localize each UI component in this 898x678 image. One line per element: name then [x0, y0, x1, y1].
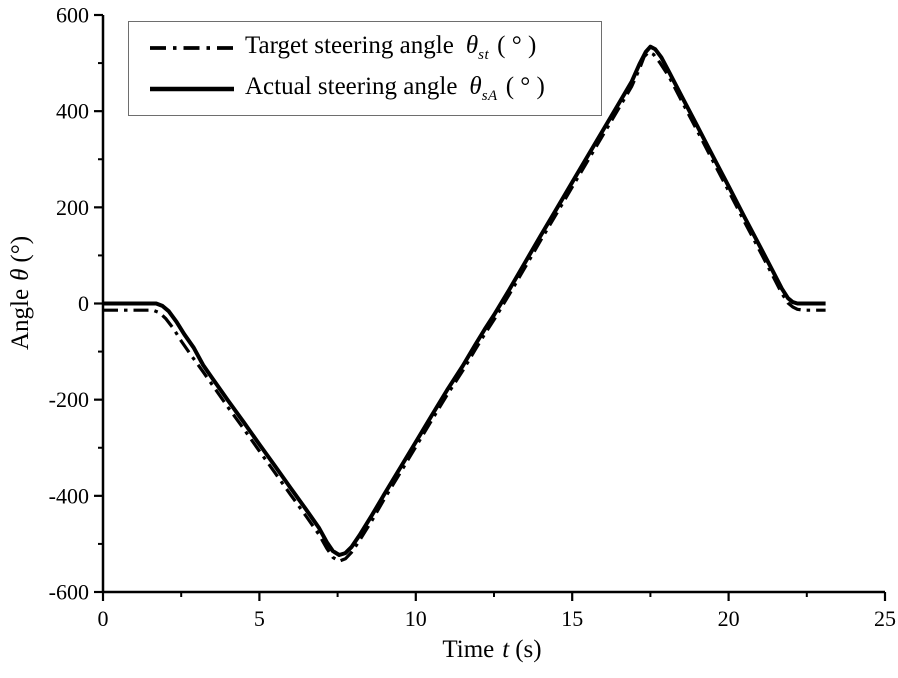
x-tick-label: 5: [254, 606, 265, 631]
y-axis-title: Angle θ (°): [7, 236, 35, 350]
x-tick-label: 20: [718, 606, 740, 631]
solid-line-sample-icon: [150, 87, 234, 92]
legend-label-actual-text: Actual steering angle: [245, 73, 458, 101]
theta-symbol: θ: [465, 31, 479, 59]
y-axis-symbol: θ: [7, 268, 34, 281]
legend-label-target-text: Target steering angle: [245, 31, 454, 59]
legend-item-actual: Actual steering angle θsA ( ° ): [149, 73, 601, 105]
x-axis-symbol: t: [502, 636, 510, 663]
y-tick-label: 0: [78, 291, 89, 316]
theta-subscript: sA: [481, 88, 498, 105]
series-path-target: [103, 50, 826, 563]
y-tick-label: -400: [49, 483, 89, 508]
series-path-actual: [103, 44, 826, 557]
y-tick-label: -200: [49, 387, 89, 412]
y-tick-label: -600: [49, 580, 89, 605]
theta-symbol: θ: [469, 73, 482, 101]
x-axis-unit: (s): [515, 636, 542, 663]
legend-label-target: Target steering angle θst ( ° ): [245, 32, 536, 64]
x-tick-label: 15: [561, 606, 583, 631]
legend-label-actual: Actual steering angle θsA ( ° ): [245, 73, 545, 105]
x-tick-label: 25: [874, 606, 896, 631]
dash-dot-line-sample-icon: [150, 45, 234, 50]
theta-subscript: st: [478, 46, 490, 63]
legend-box: Target steering angle θst( ° ) Actual ste…: [128, 21, 602, 116]
x-axis-title: Time t (s): [442, 636, 541, 664]
y-tick-label: 400: [56, 99, 89, 124]
y-tick-label: 200: [56, 195, 89, 220]
legend-item-target: Target steering angle θst ( ° ): [149, 32, 601, 64]
legend-unit-actual: ( ° ): [505, 73, 545, 101]
y-axis-unit: (°): [7, 235, 34, 263]
y-tick-label: 600: [56, 3, 89, 28]
x-tick-label: 10: [405, 606, 427, 631]
x-axis-title-prefix: Time: [442, 636, 495, 663]
legend-unit-target: ( ° ): [497, 31, 537, 59]
y-axis-title-prefix: Angle: [7, 288, 34, 351]
x-tick-label: 0: [98, 606, 109, 631]
